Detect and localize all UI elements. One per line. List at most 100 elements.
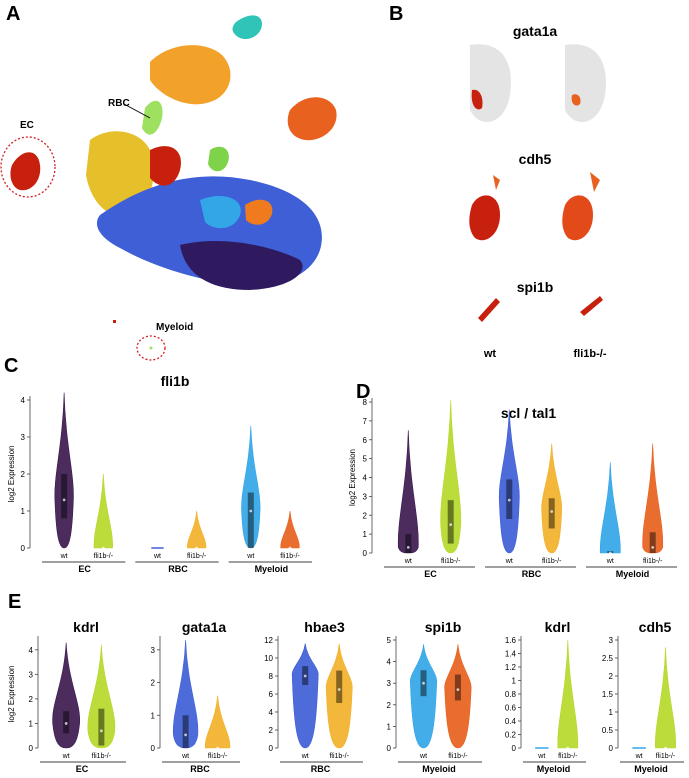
e-gata1a-y-tick-label: 0 bbox=[151, 744, 156, 753]
violin-wt-median bbox=[64, 722, 68, 725]
panel-D-y-tick-label: 6 bbox=[363, 436, 368, 445]
violin-ec-wt-iqr-box bbox=[61, 474, 68, 519]
group-label: Myeloid bbox=[616, 569, 650, 579]
violin-small-kdrl: kdrl log2 Expression 0 1 2 3 4 wt fli1b-/-EC bbox=[7, 619, 126, 774]
x-tick-label: fli1b-/- bbox=[542, 558, 562, 565]
chart-title: cdh5 bbox=[639, 619, 672, 635]
x-tick-label: fli1b-/- bbox=[92, 753, 112, 760]
chart-title: scl / tal1 bbox=[501, 405, 556, 421]
violin-mut-median bbox=[456, 688, 460, 692]
violin-myeloid-wt-iqr-box bbox=[247, 492, 254, 548]
violin-wt-violin bbox=[291, 643, 319, 749]
group-label: EC bbox=[76, 764, 89, 774]
chart-title: spi1b bbox=[425, 619, 462, 635]
group-label: EC bbox=[78, 564, 91, 574]
violin-rbc-mut-median bbox=[550, 510, 554, 513]
umap-cluster-top bbox=[232, 15, 262, 40]
panel-C-y-tick-label: 3 bbox=[21, 433, 26, 442]
rbc-pointer-line bbox=[123, 103, 151, 119]
e-kdrl-y-tick-label: 0.6 bbox=[505, 704, 517, 713]
x-tick-label: fli1b-/- bbox=[448, 753, 468, 760]
group-label: RBC bbox=[311, 764, 331, 774]
violin-mut-median bbox=[566, 746, 570, 750]
violin-ec-mut-median bbox=[101, 546, 105, 550]
panel-label-b: B bbox=[389, 3, 403, 25]
x-tick-label: wt bbox=[635, 753, 643, 760]
violin-mut-iqr-box bbox=[336, 670, 343, 703]
feature-cdh5-mut-tail bbox=[590, 172, 600, 192]
e-gata1a-y-tick-label: 3 bbox=[151, 646, 156, 655]
violin-ec-wt-median bbox=[62, 498, 66, 502]
e-spi1b-y-tick-label: 5 bbox=[387, 636, 392, 645]
violin-mut-violin bbox=[87, 644, 116, 749]
violin-myeloid-mut-median bbox=[288, 546, 292, 550]
feature-cdh5-wt bbox=[469, 195, 500, 241]
e-gata1a-y-tick-label: 2 bbox=[151, 679, 156, 688]
violin-wt-violin bbox=[52, 642, 80, 749]
e-cdh5-y-tick-label: 3 bbox=[609, 636, 614, 645]
violin-myeloid-mut-iqr-box bbox=[649, 532, 656, 553]
panel-D-y-tick-label: 5 bbox=[363, 455, 368, 464]
violin-small-gata1a: gata1a 0 1 2 3 wt fli1b-/- RBC bbox=[151, 619, 240, 774]
violin-small-kdrl: kdrl 0 0.2 0.4 0.6 0.8 1 1.2 1.4 1.6 wt fli1b-/- Mye… bbox=[505, 619, 586, 774]
ec-annotation: EC bbox=[20, 120, 34, 131]
violin-rbc-wt-violin bbox=[498, 409, 520, 554]
violin-mut-iqr-box bbox=[98, 708, 105, 746]
violin-mut-median bbox=[99, 729, 103, 733]
violin-mut-median bbox=[337, 688, 341, 691]
y-axis-label: log2 Expression bbox=[348, 449, 357, 506]
e-hbae3-y-tick-label: 6 bbox=[269, 690, 274, 699]
umap-ec-cluster bbox=[10, 152, 41, 191]
x-tick-label: wt bbox=[246, 553, 254, 560]
x-tick-label: wt bbox=[419, 753, 427, 760]
violin-wt-median bbox=[422, 681, 425, 685]
panel-C-y-tick-label: 4 bbox=[21, 396, 26, 405]
panel-D-y-tick-label: 8 bbox=[363, 398, 368, 407]
x-tick-label: fli1b-/- bbox=[329, 753, 349, 760]
e-kdrl-y-tick-label: 1.4 bbox=[505, 650, 517, 659]
violin-mut-median bbox=[216, 746, 220, 750]
feature-spi1b-wt bbox=[478, 298, 500, 322]
violin-mut-violin bbox=[444, 644, 472, 749]
violin-myeloid-mut-violin bbox=[280, 510, 300, 549]
violin-rbc-mut-median bbox=[195, 546, 199, 550]
e-kdrl-y-tick-label: 0 bbox=[29, 744, 34, 753]
violin-mut-iqr-box bbox=[454, 674, 461, 701]
chart-title: fli1b bbox=[161, 373, 190, 389]
violin-rbc-mut-violin bbox=[541, 443, 563, 554]
feature-condition-mut: fli1b-/- bbox=[574, 348, 607, 360]
group-label: RBC bbox=[522, 569, 542, 579]
violin-rbc-mut-violin bbox=[187, 510, 207, 549]
violin-ec-wt-iqr-box bbox=[405, 534, 412, 553]
x-tick-label: fli1b-/- bbox=[208, 753, 228, 760]
umap-cluster-orange bbox=[245, 199, 273, 225]
feature-gene-spi1b: spi1b bbox=[517, 279, 554, 295]
umap-ec-circle bbox=[0, 136, 56, 198]
violin-wt-violin bbox=[410, 644, 437, 749]
panel-label-a: A bbox=[6, 3, 20, 25]
umap-stray-cells bbox=[113, 320, 116, 323]
feature-spi1b-mut bbox=[580, 296, 603, 316]
panel-label-d: D bbox=[356, 381, 370, 403]
x-tick-label: wt bbox=[505, 558, 513, 565]
feature-cdh5-mut bbox=[562, 195, 593, 241]
e-cdh5-y-tick-label: 2.5 bbox=[602, 654, 614, 663]
x-tick-label: wt bbox=[537, 753, 545, 760]
chart-title: gata1a bbox=[182, 619, 227, 635]
x-tick-label: wt bbox=[301, 753, 309, 760]
umap-myeloid-cells bbox=[149, 346, 153, 350]
feature-gene-cdh5: cdh5 bbox=[519, 151, 552, 167]
y-axis-label: log2 Expression bbox=[7, 446, 16, 503]
umap-plot: EC RBC Myeloid bbox=[0, 15, 337, 361]
umap-myeloid-circle bbox=[136, 335, 166, 361]
x-tick-label: wt bbox=[62, 753, 70, 760]
umap-cluster-rbc-bridge bbox=[142, 100, 163, 135]
x-tick-label: fli1b-/- bbox=[558, 753, 578, 760]
x-tick-label: wt bbox=[606, 558, 614, 565]
e-kdrl-y-tick-label: 0.2 bbox=[505, 731, 517, 740]
panel-D-y-tick-label: 4 bbox=[363, 474, 368, 483]
e-hbae3-y-tick-label: 0 bbox=[269, 744, 274, 753]
feature-gata1a-mut-expressing bbox=[571, 94, 581, 106]
feature-cdh5-wt-tail bbox=[493, 175, 500, 190]
